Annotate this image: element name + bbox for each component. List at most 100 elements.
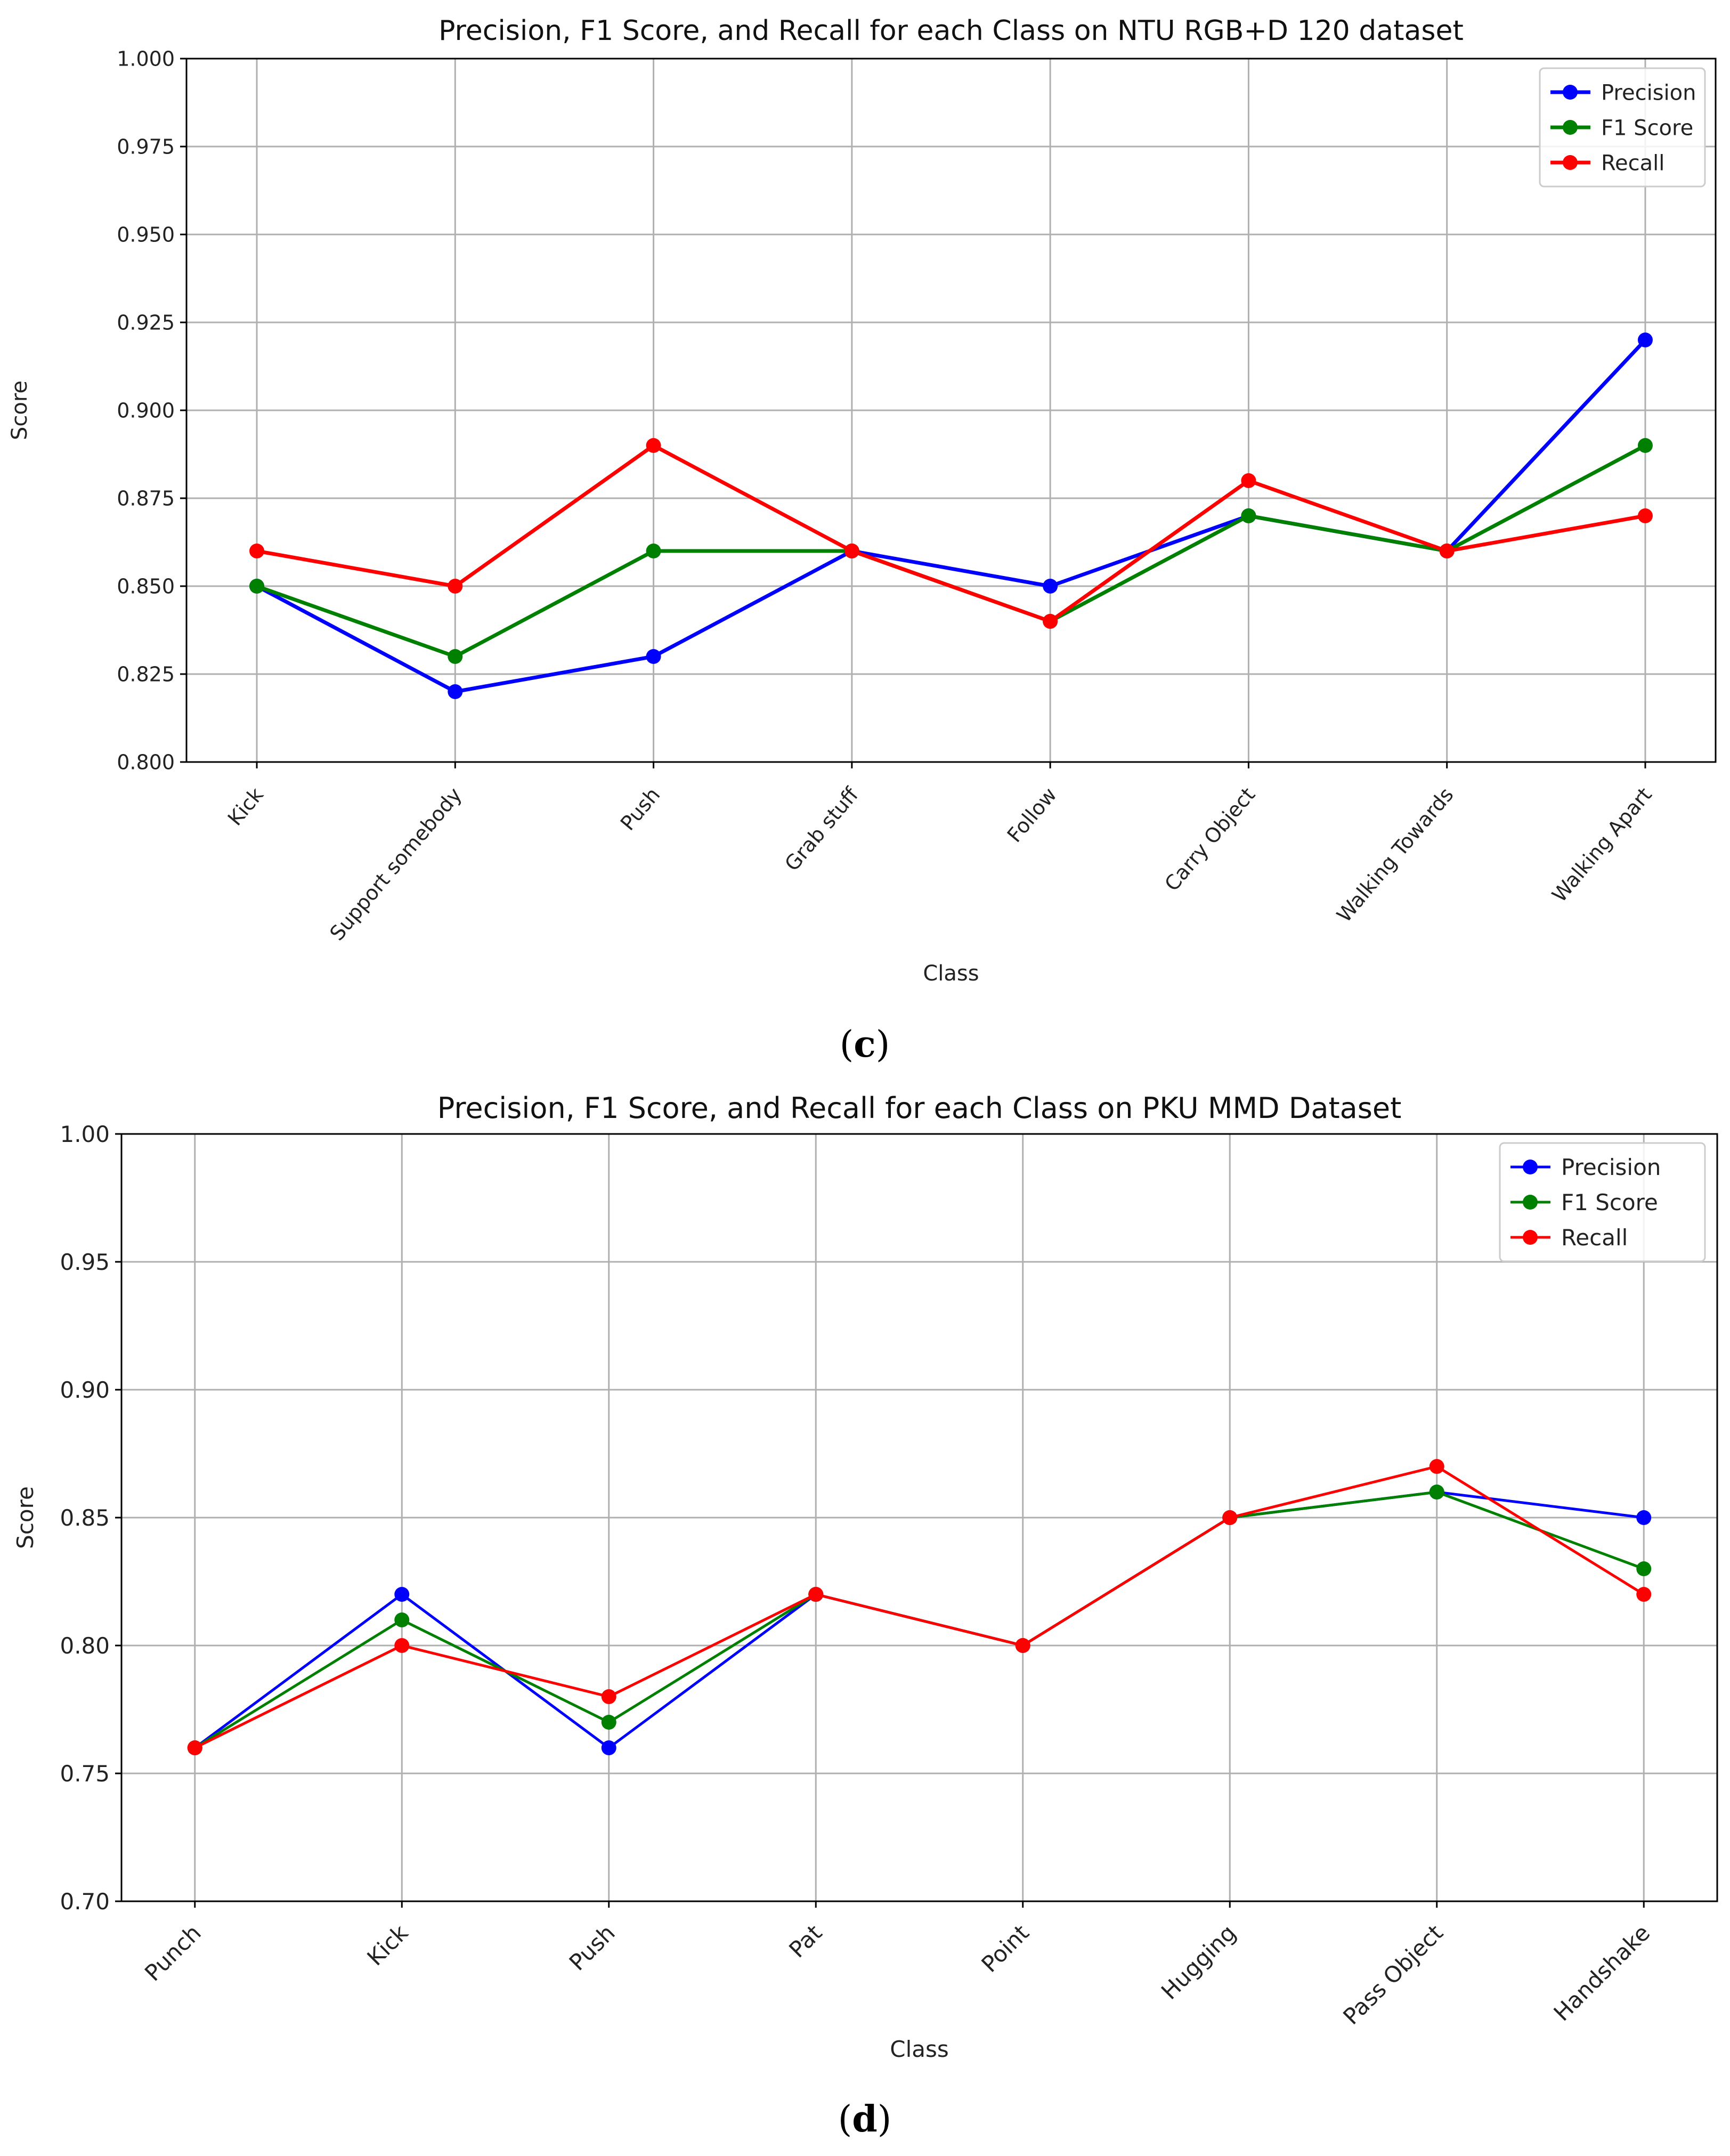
data-point [1241,508,1256,523]
x-tick-label: Push [564,1919,620,1975]
y-tick-label: 0.800 [117,751,175,774]
series-recall [249,438,1653,629]
gridlines [186,58,1716,763]
x-tick-label: Handshake [1549,1919,1655,2026]
gridlines [121,1133,1717,1902]
caption-c: (c) [840,1023,890,1066]
x-tick-label: Grab stuff [780,783,863,876]
series-line [256,443,1646,659]
x-tick-label: Follow [1003,783,1061,847]
caption-c-letter: c [854,1023,875,1066]
series-line [256,443,1646,623]
y-axis-label: Score [7,380,32,440]
y-tick-label: 0.975 [117,135,175,159]
legend-label: Recall [1561,1225,1628,1251]
x-tick-label: Kick [362,1919,413,1971]
legend-label: F1 Score [1561,1189,1658,1215]
data-point [844,544,859,558]
y-tick-label: 0.900 [117,399,175,423]
x-tick-label: Punch [140,1919,206,1986]
data-point [448,649,463,664]
data-point [1637,438,1653,453]
data-point [448,579,463,594]
y-tick-label: 0.95 [60,1249,110,1275]
data-point [601,1740,616,1755]
caption-d-close: ) [878,2098,892,2141]
data-point [601,1689,616,1704]
legend-label: F1 Score [1601,116,1693,140]
data-point [1241,473,1256,488]
x-tick-label: Pass Object [1338,1919,1448,2030]
data-point [601,1715,616,1730]
x-tick-label: Hugging [1156,1919,1241,2004]
y-tick-label: 0.950 [117,223,175,247]
series-line [256,338,1647,694]
data-point [1439,544,1455,558]
caption-c-close: ) [876,1024,890,1066]
x-tick-label: Walking Apart [1547,783,1656,907]
data-point [1429,1485,1444,1500]
legend-marker [1523,1195,1538,1210]
y-tick-label: 0.90 [60,1377,110,1403]
legend-marker [1563,120,1578,135]
data-point [394,1638,410,1653]
series-recall [187,1459,1652,1755]
data-point [1637,508,1653,523]
data-point [1637,333,1653,347]
caption-d-letter: d [852,2098,878,2141]
data-point [394,1587,410,1602]
chart-title: Precision, F1 Score, and Recall for each… [437,1091,1402,1125]
legend-marker [1563,85,1578,100]
x-tick-label: Walking Towards [1332,783,1458,927]
x-tick-label: Push [616,783,665,835]
y-tick-label: 0.80 [60,1633,110,1659]
data-point [1636,1587,1652,1602]
y-tick-label: 1.00 [60,1121,110,1147]
caption-d-open: ( [838,2098,852,2141]
legend: Precision F1 Score Recall [1499,1142,1706,1262]
x-tick-label: Pat [784,1919,827,1963]
x-axis-label: Class [890,2036,949,2062]
chart-d: Precision, F1 Score, and Recall for each… [12,1091,1718,2062]
legend-label: Recall [1601,151,1664,175]
data-point [1043,579,1058,594]
data-point [646,438,661,453]
legend-marker [1523,1230,1538,1245]
legend-box [1499,1142,1706,1262]
data-point [1222,1510,1238,1525]
series-line [194,1465,1645,1749]
legend: Precision F1 Score Recall [1539,67,1706,188]
y-axis-label: Score [12,1486,38,1549]
legend-label: Precision [1601,80,1696,105]
chart-title: Precision, F1 Score, and Recall for each… [438,15,1464,47]
y-tick-label: 0.70 [60,1888,110,1915]
data-point [394,1612,410,1627]
y-tick-label: 1.000 [117,47,175,71]
x-tick-label: Support somebody [325,783,466,945]
x-axis-label: Class [923,961,979,986]
y-tick-label: 0.850 [117,575,175,598]
series-precision [249,333,1653,699]
data-point [1636,1561,1652,1576]
y-tick-label: 0.875 [117,487,175,510]
x-tick-label: Point [976,1919,1034,1977]
caption-d: (d) [838,2098,892,2141]
data-point [646,649,661,664]
y-tick-label: 0.925 [117,311,175,335]
legend-box [1539,67,1706,188]
data-point [1043,614,1058,629]
data-point [249,544,265,558]
x-tick-label: Kick [223,783,268,830]
data-point [646,544,661,558]
legend-marker [1523,1160,1538,1174]
legend-label: Precision [1561,1154,1661,1180]
caption-c-open: ( [840,1024,854,1066]
data-point [808,1587,824,1602]
data-point [1636,1510,1652,1525]
y-tick-label: 0.825 [117,663,175,686]
y-tick-label: 0.75 [60,1761,110,1787]
x-tick-label: Carry Object [1160,783,1260,896]
data-point [1015,1638,1030,1653]
y-tick-label: 0.85 [60,1505,110,1531]
